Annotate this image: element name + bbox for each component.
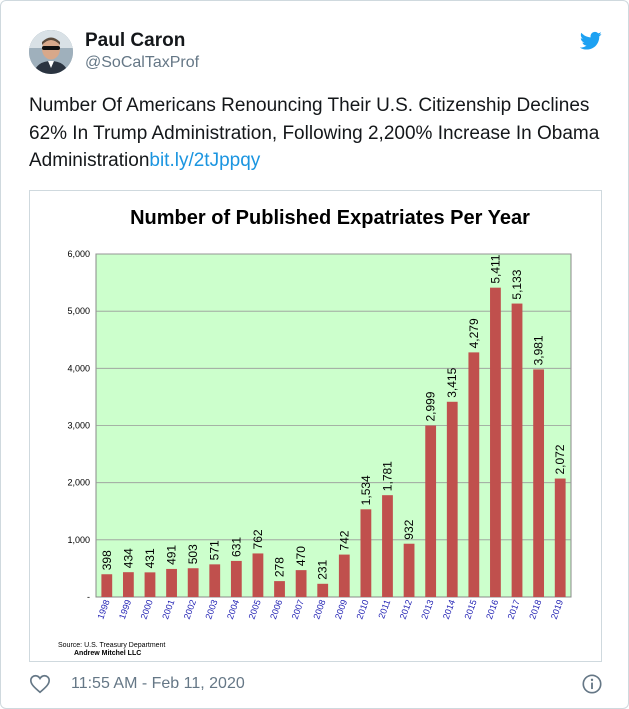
value-label-2012: 932: [402, 519, 416, 539]
twitter-bird-icon[interactable]: [579, 31, 602, 51]
value-label-2008: 231: [316, 559, 330, 579]
tweet-timestamp[interactable]: 11:55 AM - Feb 11, 2020: [71, 675, 245, 692]
x-tick-label-2014: 2014: [441, 598, 457, 620]
y-tick-label: 3,000: [67, 421, 90, 431]
bar-2001: [166, 568, 177, 597]
value-label-2013: 2,999: [424, 391, 438, 421]
bar-2003: [209, 564, 221, 597]
bar-1999: [122, 572, 134, 597]
x-tick-label-2015: 2015: [462, 598, 478, 620]
value-label-2002: 503: [186, 544, 200, 564]
value-label-2011: 1,781: [380, 461, 394, 491]
x-tick-label-2006: 2006: [268, 598, 284, 620]
value-label-2004: 631: [229, 537, 243, 557]
value-label-1999: 434: [121, 548, 135, 568]
y-tick-label: 4,000: [67, 363, 90, 373]
x-tick-label-1998: 1998: [95, 598, 111, 620]
x-tick-label-2018: 2018: [527, 598, 543, 620]
x-tick-label-2001: 2001: [160, 598, 176, 620]
heart-icon[interactable]: [29, 673, 51, 695]
bar-2019: [554, 478, 566, 597]
x-tick-label-2012: 2012: [398, 598, 414, 620]
y-tick-label: 1,000: [67, 535, 90, 545]
value-label-2001: 491: [165, 545, 179, 565]
value-label-2015: 4,279: [467, 318, 481, 348]
credit-note: Andrew Mitchel LLC: [74, 650, 141, 657]
bar-1998: [101, 574, 113, 597]
x-tick-label-1999: 1999: [117, 598, 133, 620]
chart-image[interactable]: Number of Published Expatriates Per Year…: [29, 190, 602, 662]
y-tick-label: 6,000: [67, 249, 90, 259]
x-tick-label-2005: 2005: [247, 598, 263, 620]
avatar[interactable]: [29, 30, 73, 74]
value-label-2017: 5,133: [510, 269, 524, 299]
x-tick-label-2011: 2011: [376, 598, 392, 620]
value-label-1998: 398: [100, 550, 114, 570]
author-handle[interactable]: @SoCalTaxProf: [85, 54, 200, 71]
expatriates-bar-chart: Number of Published Expatriates Per Year…: [58, 207, 572, 657]
tweet-text: Number Of Americans Renouncing Their U.S…: [29, 92, 609, 175]
value-label-2010: 1,534: [359, 475, 373, 505]
x-tick-label-2000: 2000: [139, 598, 155, 620]
value-label-2014: 3,415: [445, 367, 459, 397]
value-label-2007: 470: [294, 546, 308, 566]
bar-2000: [144, 572, 156, 597]
tweet-link[interactable]: bit.ly/2tJppqy: [149, 150, 261, 171]
value-label-2009: 742: [337, 530, 351, 550]
value-label-2018: 3,981: [532, 335, 546, 365]
bar-2007: [295, 570, 307, 597]
value-label-2003: 571: [208, 540, 222, 560]
bar-2014: [446, 401, 458, 597]
value-label-2006: 278: [273, 557, 287, 577]
chart-title: Number of Published Expatriates Per Year: [130, 207, 530, 229]
bar-2005: [252, 553, 264, 597]
bar-2017: [511, 303, 523, 597]
x-tick-label-2003: 2003: [203, 598, 219, 620]
x-tick-label-2004: 2004: [225, 598, 241, 620]
bar-2011: [382, 495, 393, 597]
info-icon[interactable]: [581, 673, 603, 695]
bar-2018: [533, 369, 545, 597]
value-label-2000: 431: [143, 548, 157, 568]
y-tick-label: 5,000: [67, 306, 90, 316]
x-tick-label-2010: 2010: [355, 598, 371, 620]
bar-2009: [338, 554, 350, 597]
x-tick-label-2016: 2016: [484, 598, 500, 620]
tweet-body: Number Of Americans Renouncing Their U.S…: [29, 95, 600, 171]
value-label-2019: 2,072: [553, 444, 567, 474]
bar-2013: [425, 425, 437, 597]
x-tick-label-2008: 2008: [311, 598, 327, 620]
y-tick-label: 2,000: [67, 478, 90, 488]
x-tick-label-2009: 2009: [333, 598, 349, 620]
source-note: Source: U.S. Treasury Department: [58, 642, 165, 649]
bar-2006: [274, 581, 285, 597]
bar-2016: [490, 287, 501, 597]
x-tick-label-2013: 2013: [419, 598, 435, 620]
bar-2008: [317, 583, 329, 597]
bar-2015: [468, 352, 480, 597]
bar-2004: [230, 560, 242, 597]
x-tick-label-2002: 2002: [182, 598, 198, 620]
bar-2012: [403, 543, 415, 597]
bar-2002: [187, 568, 199, 597]
value-label-2016: 5,411: [488, 254, 502, 283]
bar-2010: [360, 509, 372, 597]
x-tick-label-2007: 2007: [290, 598, 306, 620]
author-name[interactable]: Paul Caron: [85, 30, 186, 51]
value-label-2005: 762: [251, 529, 265, 549]
x-tick-label-2019: 2019: [549, 598, 565, 620]
y-tick-label: -: [87, 592, 90, 602]
x-tick-label-2017: 2017: [506, 598, 522, 620]
